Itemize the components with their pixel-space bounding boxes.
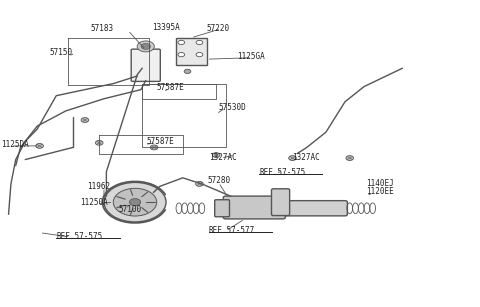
- FancyBboxPatch shape: [218, 201, 348, 216]
- Circle shape: [178, 40, 185, 45]
- FancyBboxPatch shape: [272, 189, 289, 216]
- Text: 1125DA: 1125DA: [1, 140, 29, 149]
- Circle shape: [184, 69, 191, 73]
- FancyBboxPatch shape: [131, 49, 160, 81]
- Text: 57587E: 57587E: [147, 138, 175, 146]
- Text: 13395A: 13395A: [152, 23, 180, 32]
- Circle shape: [288, 156, 296, 161]
- Text: 11250A: 11250A: [80, 198, 108, 207]
- Circle shape: [150, 145, 158, 150]
- Text: REF.57-575: REF.57-575: [259, 168, 305, 177]
- Text: REF.57-577: REF.57-577: [209, 226, 255, 235]
- Circle shape: [81, 118, 89, 122]
- Text: 1140EJ: 1140EJ: [366, 178, 394, 188]
- Circle shape: [137, 41, 155, 52]
- Text: 57220: 57220: [206, 24, 230, 33]
- FancyBboxPatch shape: [176, 38, 206, 65]
- Text: 1125GA: 1125GA: [238, 52, 265, 61]
- FancyBboxPatch shape: [215, 200, 229, 217]
- Text: 57150: 57150: [49, 48, 72, 57]
- Text: 57587E: 57587E: [156, 83, 184, 92]
- Circle shape: [141, 43, 151, 49]
- Circle shape: [346, 156, 354, 161]
- Text: REF.57-575: REF.57-575: [56, 232, 103, 241]
- Text: 1327AC: 1327AC: [292, 153, 320, 162]
- Text: 1120EE: 1120EE: [366, 187, 394, 196]
- Text: 11962: 11962: [87, 182, 110, 192]
- Circle shape: [178, 52, 185, 57]
- Text: 57530D: 57530D: [218, 103, 246, 112]
- Text: 57280: 57280: [207, 177, 231, 185]
- Text: 1327AC: 1327AC: [209, 153, 237, 162]
- Text: 57183: 57183: [90, 24, 114, 33]
- Circle shape: [130, 199, 141, 206]
- Circle shape: [196, 52, 203, 57]
- Circle shape: [36, 143, 43, 148]
- Circle shape: [96, 140, 103, 145]
- Circle shape: [113, 188, 157, 216]
- Circle shape: [196, 181, 203, 186]
- FancyBboxPatch shape: [223, 196, 285, 219]
- Circle shape: [196, 40, 203, 45]
- Text: 57100: 57100: [118, 205, 142, 214]
- Circle shape: [212, 153, 220, 157]
- Circle shape: [104, 182, 166, 222]
